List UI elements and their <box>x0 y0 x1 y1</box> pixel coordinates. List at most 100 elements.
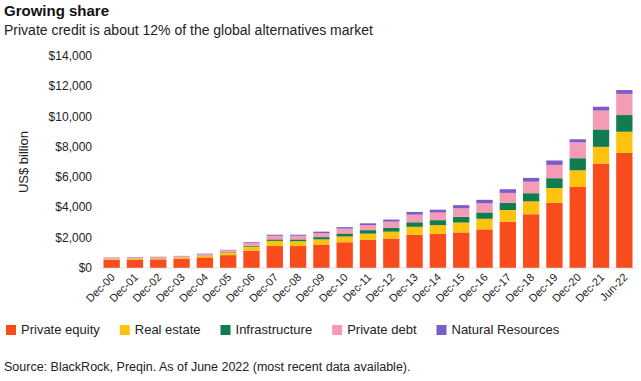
bar-segment <box>593 164 609 268</box>
bar-segment <box>360 230 376 233</box>
bar-segment <box>290 236 306 240</box>
bar-segment <box>337 229 353 234</box>
bar-segment <box>570 142 586 158</box>
bar-segment <box>150 259 166 268</box>
bar-segment <box>337 242 353 268</box>
bar-segment <box>500 203 516 210</box>
bar-segment <box>476 212 492 218</box>
bar-segment <box>337 237 353 243</box>
bar-segment <box>383 232 399 239</box>
y-tick <box>95 268 98 269</box>
bar-segment <box>383 222 399 228</box>
y-axis-label: US$ billion <box>16 131 31 193</box>
bar-segment <box>523 193 539 201</box>
bar-segment <box>103 257 119 259</box>
bar-segment <box>290 239 306 241</box>
bar-segment <box>570 170 586 187</box>
bar-segment <box>500 222 516 268</box>
bar-segment <box>243 247 259 251</box>
y-tick <box>95 207 98 208</box>
bar-segment <box>616 90 632 94</box>
y-tick-label: $6,000 <box>55 170 92 184</box>
y-tick <box>95 116 98 117</box>
bar-segment <box>337 233 353 236</box>
bar-segment <box>570 187 586 268</box>
bar-segment <box>593 111 609 130</box>
bar-segment <box>173 256 189 257</box>
bar-segment <box>127 258 143 259</box>
bar-segment <box>197 254 213 255</box>
bar-segment <box>360 225 376 230</box>
bar-segment <box>383 238 399 268</box>
bar-segment <box>290 241 306 246</box>
bar-segment <box>290 235 306 236</box>
bar-segment <box>430 234 446 268</box>
bar-segment <box>220 252 236 255</box>
bar-segment <box>383 228 399 232</box>
bar-segment <box>360 240 376 268</box>
bar-segment <box>313 233 329 237</box>
y-tick-label: $12,000 <box>49 79 93 93</box>
bar-segment <box>313 232 329 233</box>
bar-segment <box>360 223 376 225</box>
y-tick <box>95 146 98 147</box>
bar-segment <box>546 178 562 188</box>
bar-segment <box>616 153 632 268</box>
y-tick-label: $0 <box>79 261 93 275</box>
bar-segment <box>197 255 213 256</box>
bar-segment <box>173 257 189 258</box>
bar-segment <box>616 132 632 153</box>
legend-swatch <box>6 325 16 335</box>
bar-segment <box>150 257 166 258</box>
bar-segment <box>267 241 283 246</box>
bar-segment <box>220 250 236 252</box>
bar-segment <box>243 242 259 244</box>
bar-segment <box>150 256 166 257</box>
x-tick-label: Jun-22 <box>597 271 629 303</box>
legend-label: Infrastructure <box>236 322 313 337</box>
bar-segment <box>406 222 422 227</box>
bar-segment <box>616 115 632 132</box>
bar-segment <box>197 256 213 258</box>
bar-segment <box>103 257 119 258</box>
bar-segment <box>267 246 283 268</box>
chart: Growing share Private credit is about 12%… <box>0 0 641 381</box>
y-tick <box>95 237 98 238</box>
bar-segment <box>197 257 213 268</box>
y-tick-label: $8,000 <box>55 140 92 154</box>
bar-segment <box>453 208 469 216</box>
bar-segment <box>313 239 329 244</box>
bar-segment <box>500 193 516 203</box>
subtitle: Private credit is about 12% of the globa… <box>4 22 373 38</box>
bar-segment <box>267 239 283 241</box>
bar-segment <box>127 257 143 259</box>
bar-segment <box>173 255 189 256</box>
bar-segment <box>453 232 469 268</box>
bar-segment <box>523 182 539 194</box>
bar-segment <box>127 257 143 258</box>
bar-segment <box>500 189 516 193</box>
legend-swatch <box>332 325 342 335</box>
bar-segment <box>103 258 119 259</box>
legend-label: Private equity <box>21 322 100 337</box>
bar-segment <box>430 210 446 213</box>
bar-segment <box>430 220 446 225</box>
bar-segment <box>453 205 469 208</box>
title: Growing share <box>4 2 109 19</box>
bar-segment <box>476 203 492 212</box>
y-tick-label: $4,000 <box>55 200 92 214</box>
bar-segment <box>243 243 259 246</box>
bar-segment <box>406 212 422 215</box>
bar-segment <box>406 215 422 223</box>
bar-segment <box>593 107 609 111</box>
bar-segment <box>593 129 609 146</box>
bar-segment <box>243 251 259 268</box>
bar-segment <box>500 210 516 222</box>
bar-segment <box>173 257 189 258</box>
x-axis <box>100 268 636 269</box>
bar-segment <box>150 258 166 259</box>
bar-segment <box>313 245 329 268</box>
bar-segment <box>406 235 422 268</box>
bar-segment <box>173 259 189 268</box>
bar-segment <box>103 258 119 260</box>
